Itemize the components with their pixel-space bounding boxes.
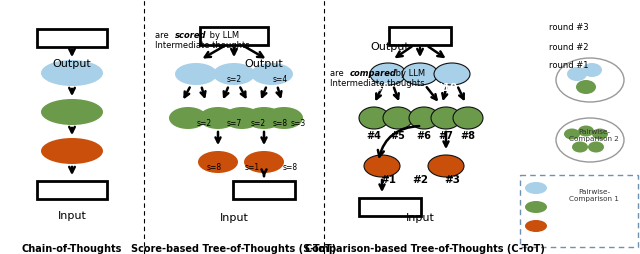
Ellipse shape xyxy=(223,107,261,129)
Ellipse shape xyxy=(41,60,103,86)
Text: Input: Input xyxy=(58,211,86,221)
Ellipse shape xyxy=(244,151,284,173)
Ellipse shape xyxy=(525,201,547,213)
Ellipse shape xyxy=(41,138,103,164)
Ellipse shape xyxy=(525,182,547,194)
Text: Output: Output xyxy=(52,59,92,69)
Ellipse shape xyxy=(578,125,594,136)
Ellipse shape xyxy=(453,107,483,129)
Text: s=2: s=2 xyxy=(227,74,241,84)
Text: compared: compared xyxy=(350,69,397,78)
Text: Input: Input xyxy=(406,213,435,223)
Text: by LLM: by LLM xyxy=(207,31,239,40)
Ellipse shape xyxy=(588,141,604,152)
Ellipse shape xyxy=(213,63,255,85)
Ellipse shape xyxy=(409,107,439,129)
FancyBboxPatch shape xyxy=(233,181,295,199)
Text: Pairwise-
Comparison 1: Pairwise- Comparison 1 xyxy=(569,189,619,202)
Text: Output: Output xyxy=(371,42,410,52)
Ellipse shape xyxy=(198,151,238,173)
Ellipse shape xyxy=(567,67,587,81)
Ellipse shape xyxy=(370,63,406,85)
Text: Intermediate thoughts: Intermediate thoughts xyxy=(155,41,250,50)
Ellipse shape xyxy=(265,107,303,129)
FancyBboxPatch shape xyxy=(200,27,268,45)
Ellipse shape xyxy=(556,58,624,102)
Text: s=3: s=3 xyxy=(291,119,306,128)
Ellipse shape xyxy=(175,63,217,85)
Text: #9: #9 xyxy=(374,83,390,93)
Ellipse shape xyxy=(525,220,547,232)
Ellipse shape xyxy=(434,63,470,85)
FancyBboxPatch shape xyxy=(37,181,107,199)
Ellipse shape xyxy=(572,141,588,152)
Text: s=7: s=7 xyxy=(227,119,242,128)
Text: s=8: s=8 xyxy=(207,163,221,171)
Text: scored: scored xyxy=(175,31,207,40)
FancyBboxPatch shape xyxy=(389,27,451,45)
Ellipse shape xyxy=(383,107,413,129)
Ellipse shape xyxy=(245,107,283,129)
Text: s=8: s=8 xyxy=(282,163,298,171)
Ellipse shape xyxy=(169,107,207,129)
FancyBboxPatch shape xyxy=(520,175,638,247)
Text: Input: Input xyxy=(220,213,248,223)
Text: #8: #8 xyxy=(461,131,476,141)
Text: s=2: s=2 xyxy=(250,119,266,128)
FancyBboxPatch shape xyxy=(37,29,107,47)
Text: Output: Output xyxy=(244,59,284,69)
Text: round #2: round #2 xyxy=(549,42,589,52)
Text: #3: #3 xyxy=(444,175,460,185)
Ellipse shape xyxy=(556,118,624,162)
Text: s=4: s=4 xyxy=(273,74,287,84)
FancyBboxPatch shape xyxy=(359,198,421,216)
Text: #7: #7 xyxy=(438,131,453,141)
Text: #6: #6 xyxy=(417,131,431,141)
Ellipse shape xyxy=(428,155,464,177)
Text: #1: #1 xyxy=(380,175,396,185)
Ellipse shape xyxy=(592,129,608,139)
Text: round #3: round #3 xyxy=(549,24,589,33)
Ellipse shape xyxy=(199,107,237,129)
Text: Comparison-based Tree-of-Thoughts (C-ToT): Comparison-based Tree-of-Thoughts (C-ToT… xyxy=(305,244,545,254)
Text: by LLM: by LLM xyxy=(393,69,425,78)
Text: are: are xyxy=(155,31,172,40)
Text: Pairwise-
Comparison 2: Pairwise- Comparison 2 xyxy=(569,129,619,142)
Ellipse shape xyxy=(41,99,103,125)
Ellipse shape xyxy=(582,63,602,77)
Text: #4: #4 xyxy=(367,131,381,141)
Text: Chain-of-Thoughts: Chain-of-Thoughts xyxy=(22,244,122,254)
Text: s=2: s=2 xyxy=(196,119,212,128)
Text: are: are xyxy=(330,69,346,78)
Ellipse shape xyxy=(402,63,438,85)
Ellipse shape xyxy=(576,80,596,94)
Ellipse shape xyxy=(564,129,580,139)
Text: s=8: s=8 xyxy=(273,119,287,128)
Text: round #1: round #1 xyxy=(549,61,589,71)
Text: Intermediate thoughts: Intermediate thoughts xyxy=(330,79,424,88)
Text: #10: #10 xyxy=(435,83,458,93)
Ellipse shape xyxy=(364,155,400,177)
Ellipse shape xyxy=(359,107,389,129)
Text: #5: #5 xyxy=(390,131,405,141)
Text: Score-based Tree-of-Thoughts (S-ToT): Score-based Tree-of-Thoughts (S-ToT) xyxy=(131,244,337,254)
Ellipse shape xyxy=(251,63,293,85)
Ellipse shape xyxy=(431,107,461,129)
Text: #2: #2 xyxy=(412,175,428,185)
Text: s=1: s=1 xyxy=(244,163,260,171)
